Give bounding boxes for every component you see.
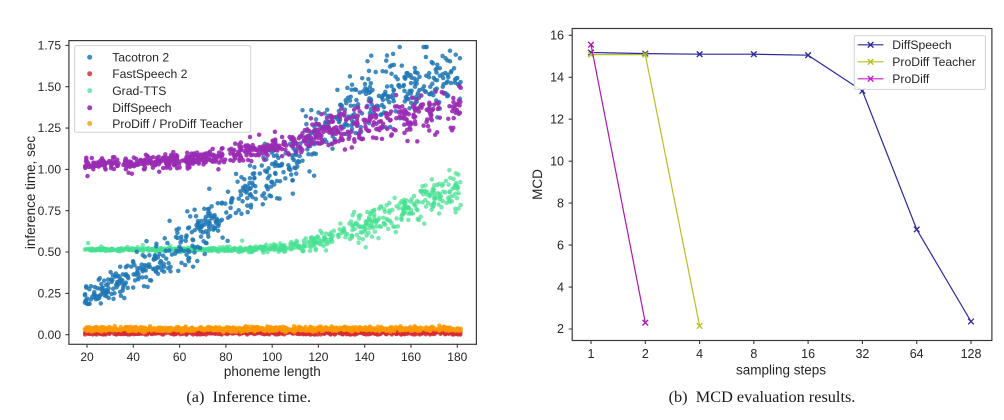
svg-text:MCD: MCD bbox=[530, 169, 545, 200]
svg-text:(a) Inference time.: (a) Inference time. bbox=[186, 387, 311, 406]
svg-text:(b) MCD evaluation results.: (b) MCD evaluation results. bbox=[669, 387, 856, 406]
svg-text:20: 20 bbox=[80, 350, 94, 364]
svg-text:14: 14 bbox=[550, 71, 564, 85]
svg-text:FastSpeech 2: FastSpeech 2 bbox=[112, 67, 187, 81]
svg-text:0.25: 0.25 bbox=[38, 287, 62, 301]
svg-text:40: 40 bbox=[127, 350, 141, 364]
svg-text:12: 12 bbox=[550, 112, 564, 126]
svg-text:100: 100 bbox=[262, 350, 282, 364]
svg-text:6: 6 bbox=[557, 238, 564, 252]
svg-text:2: 2 bbox=[642, 347, 649, 361]
svg-text:8: 8 bbox=[750, 347, 757, 361]
svg-text:1.50: 1.50 bbox=[38, 80, 62, 94]
svg-text:0.50: 0.50 bbox=[38, 245, 62, 259]
svg-text:128: 128 bbox=[961, 347, 982, 361]
svg-text:0.00: 0.00 bbox=[38, 328, 62, 342]
svg-text:DiffSpeech: DiffSpeech bbox=[112, 101, 171, 115]
svg-text:16: 16 bbox=[550, 29, 564, 43]
svg-text:1: 1 bbox=[588, 347, 595, 361]
svg-text:8: 8 bbox=[557, 196, 564, 210]
svg-text:16: 16 bbox=[801, 347, 815, 361]
svg-text:1.00: 1.00 bbox=[38, 163, 62, 177]
svg-text:64: 64 bbox=[910, 347, 924, 361]
svg-text:2: 2 bbox=[557, 322, 564, 336]
svg-text:phoneme length: phoneme length bbox=[224, 364, 321, 379]
svg-text:ProDiff / ProDiff Teacher: ProDiff / ProDiff Teacher bbox=[112, 117, 243, 131]
svg-text:DiffSpeech: DiffSpeech bbox=[892, 38, 951, 52]
svg-text:Tacotron 2: Tacotron 2 bbox=[112, 51, 169, 65]
svg-text:0.75: 0.75 bbox=[38, 204, 62, 218]
svg-text:inference time, sec: inference time, sec bbox=[23, 136, 38, 250]
svg-text:140: 140 bbox=[355, 350, 375, 364]
svg-text:Grad-TTS: Grad-TTS bbox=[112, 84, 166, 98]
svg-text:160: 160 bbox=[401, 350, 421, 364]
svg-text:ProDiff: ProDiff bbox=[892, 72, 930, 86]
svg-text:ProDiff Teacher: ProDiff Teacher bbox=[892, 55, 976, 69]
svg-text:sampling steps: sampling steps bbox=[736, 363, 826, 378]
svg-text:4: 4 bbox=[696, 347, 703, 361]
svg-text:60: 60 bbox=[173, 350, 187, 364]
svg-text:180: 180 bbox=[447, 350, 467, 364]
svg-text:1.75: 1.75 bbox=[38, 39, 62, 53]
svg-text:10: 10 bbox=[550, 154, 564, 168]
svg-text:32: 32 bbox=[855, 347, 869, 361]
svg-text:4: 4 bbox=[557, 280, 564, 294]
svg-text:1.25: 1.25 bbox=[38, 121, 62, 135]
svg-text:80: 80 bbox=[219, 350, 233, 364]
svg-text:120: 120 bbox=[308, 350, 328, 364]
